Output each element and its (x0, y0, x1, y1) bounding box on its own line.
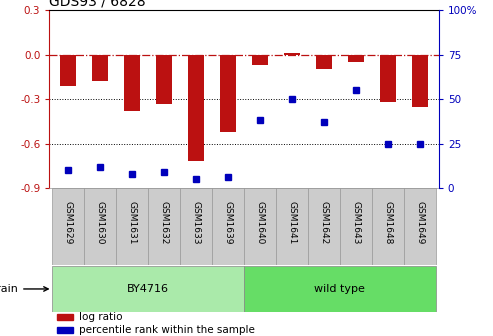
Bar (316, 55, 332, 70)
Bar (252, 55, 268, 65)
Bar (212, 188, 244, 265)
Bar (92, 55, 108, 81)
Text: wild type: wild type (315, 284, 365, 294)
Bar (308, 188, 340, 265)
Text: GSM1632: GSM1632 (160, 201, 169, 245)
Bar (348, 55, 364, 62)
Bar (372, 188, 404, 265)
Bar (61, 55, 76, 86)
Text: GDS93 / 6828: GDS93 / 6828 (49, 0, 146, 9)
Bar (380, 55, 396, 102)
Bar (57, 327, 72, 333)
Text: GSM1643: GSM1643 (352, 201, 360, 245)
Bar (84, 188, 116, 265)
Bar (52, 266, 244, 311)
Text: percentile rank within the sample: percentile rank within the sample (78, 325, 254, 335)
Bar (412, 55, 427, 107)
Bar (244, 188, 276, 265)
Bar (57, 314, 72, 320)
Bar (116, 188, 148, 265)
Text: strain: strain (0, 284, 48, 294)
Bar (124, 55, 141, 111)
Text: GSM1639: GSM1639 (223, 201, 233, 245)
Bar (52, 188, 84, 265)
Text: log ratio: log ratio (78, 312, 122, 322)
Text: GSM1648: GSM1648 (383, 201, 392, 245)
Bar (156, 55, 172, 103)
Bar (180, 188, 212, 265)
Bar (148, 188, 180, 265)
Text: GSM1630: GSM1630 (96, 201, 105, 245)
Text: BY4716: BY4716 (127, 284, 169, 294)
Bar (188, 55, 204, 162)
Bar (340, 188, 372, 265)
Text: GSM1640: GSM1640 (255, 201, 265, 245)
Text: GSM1633: GSM1633 (192, 201, 201, 245)
Text: GSM1641: GSM1641 (287, 201, 296, 245)
Text: GSM1629: GSM1629 (64, 201, 73, 245)
Bar (284, 53, 300, 55)
Bar (220, 55, 236, 132)
Bar (244, 266, 436, 311)
Bar (276, 188, 308, 265)
Text: GSM1642: GSM1642 (319, 201, 328, 245)
Bar (404, 188, 436, 265)
Text: GSM1631: GSM1631 (128, 201, 137, 245)
Text: GSM1649: GSM1649 (415, 201, 424, 245)
